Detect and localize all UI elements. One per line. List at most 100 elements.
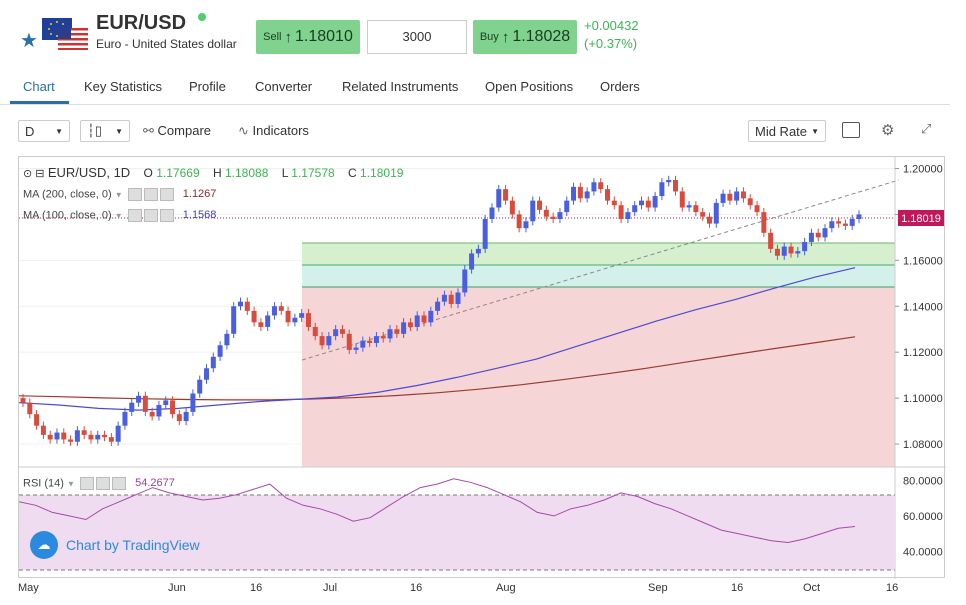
candle-body [346, 333, 352, 350]
candle-body [618, 205, 624, 219]
eye-icon[interactable] [127, 209, 142, 222]
candle-body [47, 434, 53, 440]
legend-symbol: EUR/USD, 1D [47, 165, 131, 180]
candle-body [81, 430, 87, 435]
candle-body [727, 193, 733, 201]
candle-body [557, 212, 563, 219]
candle-body [224, 333, 230, 346]
screenshot-square-icon[interactable] [842, 122, 860, 138]
quantity-input[interactable]: 3000 [367, 20, 467, 54]
settings-icon[interactable] [96, 477, 111, 490]
candle-body [761, 212, 767, 233]
candle-body [285, 310, 291, 323]
candle-body [108, 437, 114, 442]
compare-button[interactable]: ⚯ Compare [143, 123, 211, 139]
candle-body [747, 198, 753, 206]
fullscreen-icon[interactable]: ⤢ [921, 121, 932, 136]
rsi-tick-label: 60.0000 [903, 511, 943, 523]
symbol-description: Euro - United States dollar [96, 37, 237, 51]
candle-body [652, 196, 658, 208]
time-tick-label: 16 [250, 582, 263, 594]
chevron-down-icon: ▼ [55, 126, 63, 136]
close-label: C [348, 166, 357, 180]
open-value: 1.17669 [156, 166, 200, 180]
price-change-abs: +0.00432 [584, 18, 639, 33]
candle-body [591, 182, 597, 192]
candle-body [822, 228, 828, 238]
eye-icon[interactable] [80, 477, 95, 490]
candle-body [414, 315, 420, 327]
candle-body [102, 434, 108, 438]
collapse-icon[interactable]: ⊙ ⊟ [23, 168, 45, 180]
buy-up-arrow-icon: ↑ [501, 28, 510, 46]
candle-body [632, 205, 638, 213]
candle-body [27, 402, 33, 415]
indicators-button[interactable]: ∿ Indicators [238, 123, 309, 139]
price-tick-label: 1.16000 [903, 255, 943, 267]
sell-label: Sell [263, 31, 282, 43]
chart-area[interactable]: 1.200001.180001.160001.140001.120001.100… [18, 156, 946, 579]
settings-icon[interactable] [143, 209, 158, 222]
tab-converter[interactable]: Converter [255, 79, 313, 94]
candle-body [530, 200, 536, 222]
candle-body [360, 340, 366, 348]
candle-body [462, 269, 468, 293]
candle-body [856, 214, 862, 219]
tab-related-instruments[interactable]: Related Instruments [342, 79, 459, 94]
interval-select[interactable]: D ▼ [18, 120, 70, 142]
time-tick-label: Sep [648, 582, 668, 594]
candle-body [768, 232, 774, 249]
candle-body [258, 322, 264, 327]
candle-body [605, 189, 611, 201]
rsi-tick-label: 80.0000 [903, 476, 943, 488]
ohlc-legend: ⊙ ⊟ EUR/USD, 1D O 1.17669 H 1.18088 L 1.… [23, 165, 403, 180]
price-type-value: Mid Rate [755, 123, 808, 139]
active-tab-indicator [10, 101, 69, 104]
candle-body [319, 336, 325, 346]
tab-orders[interactable]: Orders [600, 79, 640, 94]
candle-body [795, 251, 801, 254]
ma100-legend: MA (100, close, 0) ▼ 1.1568 [23, 209, 217, 222]
candle-body [686, 205, 692, 208]
candle-body [394, 329, 400, 334]
close-value: 1.18019 [360, 166, 404, 180]
chart-type-select[interactable]: ┆▯ ▼ [80, 120, 130, 142]
candle-body [333, 329, 339, 337]
ma200-legend: MA (200, close, 0) ▼ 1.1267 [23, 188, 217, 201]
tab-open-positions[interactable]: Open Positions [485, 79, 574, 94]
settings-icon[interactable] [143, 188, 158, 201]
candle-body [720, 193, 726, 203]
time-tick-label: Jun [168, 582, 186, 594]
tab-bar: Chart Key Statistics Profile Converter R… [0, 70, 950, 105]
time-tick-label: Jul [323, 582, 338, 594]
tradingview-brand[interactable]: ☁ Chart by TradingView [30, 531, 200, 559]
candle-body [611, 200, 617, 206]
buy-button[interactable]: Buy ↑ 1.18028 [473, 20, 577, 54]
low-label: L [281, 166, 288, 180]
close-icon[interactable] [159, 209, 174, 222]
eye-icon[interactable] [127, 188, 142, 201]
candle-body [781, 246, 787, 256]
candle-body [353, 347, 359, 350]
price-type-select[interactable]: Mid Rate ▼ [748, 120, 826, 142]
chart-canvas[interactable]: 1.200001.180001.160001.140001.120001.100… [19, 157, 946, 579]
candle-body [706, 216, 712, 224]
tab-key-statistics[interactable]: Key Statistics [84, 79, 163, 94]
close-icon[interactable] [112, 477, 127, 490]
tab-profile[interactable]: Profile [189, 79, 226, 94]
sell-button[interactable]: Sell ↑ 1.18010 [256, 20, 360, 54]
candle-body [407, 322, 413, 327]
tab-chart[interactable]: Chart [23, 79, 55, 94]
candle-body [740, 191, 746, 199]
candle-body [68, 439, 74, 442]
open-label: O [143, 166, 153, 180]
candle-body [170, 400, 176, 415]
favorite-star-icon[interactable]: ★ [20, 30, 38, 52]
close-icon[interactable] [159, 188, 174, 201]
settings-gear-icon[interactable]: ⚙ [881, 122, 895, 139]
candle-body [142, 395, 148, 412]
time-tick-label: May [18, 582, 39, 594]
candle-body [577, 186, 583, 199]
candlestick-icon: ┆▯ [87, 123, 102, 138]
candle-body [129, 402, 135, 412]
